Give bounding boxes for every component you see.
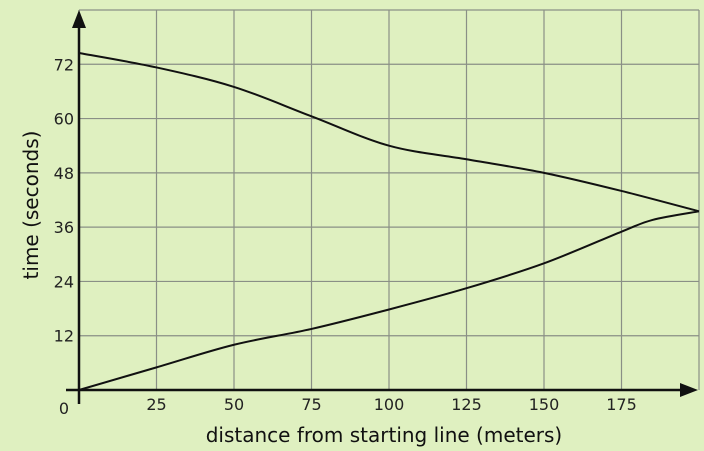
y-tick-label: 36: [54, 218, 74, 237]
y-axis-label: time (seconds): [19, 131, 43, 280]
x-tick-label: 50: [224, 395, 244, 414]
y-tick-label: 48: [54, 164, 74, 183]
y-axis-arrow-icon: [72, 10, 86, 28]
x-tick-label: 150: [529, 395, 560, 414]
x-tick-label: 100: [374, 395, 405, 414]
x-tick-label: 75: [301, 395, 321, 414]
x-axis-arrow-icon: [680, 383, 698, 397]
series-line-1: [78, 51, 700, 213]
series-line-2: [78, 210, 700, 391]
y-tick-label: 12: [54, 327, 74, 346]
x-tick-label: 175: [606, 395, 637, 414]
grid: [78, 9, 700, 390]
x-tick-label: 125: [451, 395, 482, 414]
origin-label: 0: [59, 399, 69, 418]
series: [78, 51, 700, 391]
y-tick-label: 60: [54, 110, 74, 129]
x-tick-label: 25: [146, 395, 166, 414]
x-axis-label: distance from starting line (meters): [206, 423, 563, 447]
y-tick-label: 72: [54, 55, 74, 74]
y-tick-label: 24: [54, 272, 74, 291]
tick-labels: 25 50 75 100 125 150 175 12 24 36 48 60 72: [54, 55, 637, 414]
